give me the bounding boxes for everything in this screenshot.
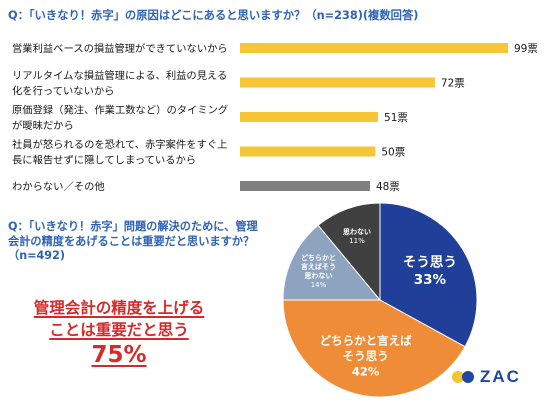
pie-slice bbox=[379, 202, 478, 348]
bar-category-label: 営業利益ベースの損益管理ができていないから bbox=[12, 42, 228, 55]
pie-slice-label: 思わない bbox=[305, 271, 333, 280]
question-2-title: Q：「いきなり！赤字」問題の解決のために、管理 会計の精度をあげることは重要だと… bbox=[8, 220, 298, 264]
pie-slice-percent: 14% bbox=[311, 281, 327, 289]
bar bbox=[240, 181, 370, 191]
pie-slice-percent: 33% bbox=[414, 272, 447, 288]
question-2-title-line: Q：「いきなり！赤字」問題の解決のために、管理 bbox=[8, 220, 258, 233]
bar bbox=[240, 112, 379, 122]
logo-yellow-dot-icon bbox=[452, 371, 464, 383]
bar-chart: 営業利益ベースの損益管理ができていないから 99票リアルタイムな損益管理による、利… bbox=[12, 42, 538, 193]
pie-slice-label: 思わない bbox=[343, 227, 371, 236]
bar-value-label: 72票 bbox=[441, 78, 465, 90]
bar-value-label: 99票 bbox=[514, 43, 538, 55]
zac-logo: ZAC bbox=[452, 366, 542, 388]
pie-slice bbox=[282, 299, 466, 398]
pie-slice bbox=[317, 202, 381, 302]
bar-category-label: 原価登録（発注、作業工数など）のタイミング bbox=[12, 103, 228, 116]
pie-slice bbox=[282, 224, 382, 301]
bar bbox=[240, 43, 508, 53]
pie-slice-percent: 11% bbox=[349, 237, 365, 245]
question-1-title: Q：「いきなり！赤字」の原因はどこにあると思いますか？（n=238)(複数回答) bbox=[8, 9, 419, 22]
pie-slice-label: そう思う bbox=[343, 349, 389, 363]
pie-slice-label: どちらかと bbox=[301, 253, 336, 262]
bar-value-label: 50票 bbox=[381, 147, 405, 159]
pie-slice-label: どちらかと言えば bbox=[320, 334, 412, 348]
emphasis-line-2: ことは重要だと思う bbox=[49, 321, 189, 339]
bar bbox=[240, 77, 435, 88]
bar-value-label: 48票 bbox=[376, 181, 400, 193]
bar-value-label: 51票 bbox=[384, 112, 408, 124]
pie-chart: そう思う33%どちらかと言えばそう思う42%どちらかと言えばそう思わない14%思… bbox=[282, 202, 478, 398]
emphasis-line-1: 管理会計の精度を上げる bbox=[33, 299, 205, 317]
bar-category-label: わからない／その他 bbox=[12, 180, 105, 193]
bar-category-label: 社員が怒られるのを恐れて、赤字案件をすぐ上 bbox=[12, 138, 227, 151]
bar bbox=[240, 146, 376, 157]
question-2-title-line: 会計の精度をあげることは重要だと思いますか？ bbox=[8, 234, 255, 248]
logo-text: ZAC bbox=[480, 367, 521, 386]
bar-category-label: 化を行っていないから bbox=[12, 84, 114, 97]
bar-category-label: 長に報告せずに隠してしまっているから bbox=[12, 153, 196, 166]
bar-category-label: リアルタイムな損益管理による、利益の見える bbox=[12, 69, 227, 82]
question-2-title-line: （n=492) bbox=[8, 249, 65, 262]
logo-blue-dot-icon bbox=[462, 371, 474, 383]
pie-slice-label: 言えばそう bbox=[301, 262, 336, 271]
pie-slice-percent: 42% bbox=[352, 365, 380, 379]
emphasis-percent: 75% bbox=[91, 342, 147, 368]
bar-category-label: が曖昧だから bbox=[12, 119, 74, 132]
pie-slice-label: そう思う bbox=[403, 255, 457, 271]
